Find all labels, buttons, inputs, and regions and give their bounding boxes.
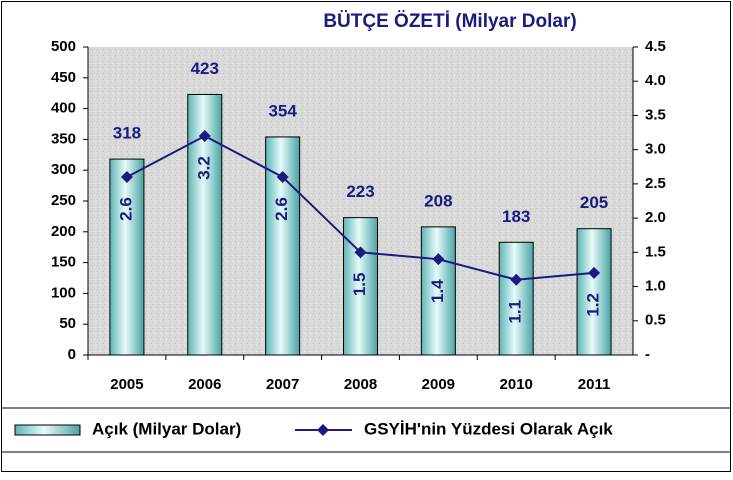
y2-tick-label: 2.0 — [645, 209, 666, 226]
y-tick-label: 150 — [51, 254, 76, 271]
y2-tick-label: 4.0 — [645, 72, 666, 89]
x-tick-label: 2009 — [422, 376, 455, 393]
x-tick-label: 2011 — [578, 376, 611, 393]
x-tick-label: 2006 — [188, 376, 221, 393]
line-marker — [432, 253, 445, 266]
y2-tick-label: 1.0 — [645, 278, 666, 295]
bar-value-label: 423 — [191, 59, 219, 78]
legend-marker — [317, 424, 329, 436]
x-tick-label: 2008 — [344, 376, 377, 393]
line-marker — [276, 171, 289, 184]
y-tick-label: 200 — [51, 223, 76, 240]
line-marker — [198, 129, 211, 142]
line-value-label: 1.4 — [428, 279, 447, 303]
line-marker — [354, 246, 367, 259]
y-tick-label: 0 — [68, 346, 76, 363]
y2-tick-label: 2.5 — [645, 175, 666, 192]
bar-value-label: 354 — [268, 101, 297, 120]
bar-value-label: 183 — [502, 207, 530, 226]
bar-value-label: 208 — [424, 191, 452, 210]
y-tick-label: 50 — [59, 315, 76, 332]
x-tick-label: 2005 — [110, 376, 143, 393]
line-value-label: 3.2 — [194, 156, 213, 180]
legend-label: Açık (Milyar Dolar) — [92, 419, 241, 438]
bar — [109, 158, 145, 356]
bar — [498, 241, 534, 356]
line-value-label: 2.6 — [272, 197, 291, 221]
y2-tick-label: 1.5 — [645, 243, 666, 260]
line-marker — [120, 171, 133, 184]
line-value-label: 1.1 — [506, 300, 525, 324]
y2-tick-label: 3.5 — [645, 106, 666, 123]
bar-value-label: 205 — [580, 193, 608, 212]
legend-swatch — [14, 424, 81, 436]
bar-value-label: 223 — [346, 182, 374, 201]
line-marker — [510, 273, 523, 286]
line-value-label: 2.6 — [116, 197, 135, 221]
y-tick-label: 450 — [51, 69, 76, 86]
y2-tick-label: 0.5 — [645, 312, 666, 329]
y-tick-label: 300 — [51, 161, 76, 178]
y-tick-label: 350 — [51, 130, 76, 147]
line-marker — [588, 266, 601, 279]
line-value-label: 1.5 — [350, 273, 369, 297]
line-value-label: 1.2 — [584, 293, 603, 317]
bar — [576, 228, 612, 356]
y2-tick-label: - — [645, 346, 650, 363]
y-tick-label: 500 — [51, 38, 76, 55]
bar — [420, 226, 456, 356]
x-tick-label: 2007 — [266, 376, 299, 393]
y2-tick-label: 4.5 — [645, 38, 666, 55]
y2-tick-label: 3.0 — [645, 141, 666, 158]
chart-title: BÜTÇE ÖZETİ (Milyar Dolar) — [323, 11, 576, 32]
legend-label: GSYİH'nin Yüzdesi Olarak Açık — [364, 419, 613, 438]
x-tick-label: 2010 — [500, 376, 533, 393]
bar-value-label: 318 — [113, 124, 141, 143]
y-tick-label: 400 — [51, 100, 76, 117]
y-tick-label: 250 — [51, 192, 76, 209]
y-tick-label: 100 — [51, 284, 76, 301]
